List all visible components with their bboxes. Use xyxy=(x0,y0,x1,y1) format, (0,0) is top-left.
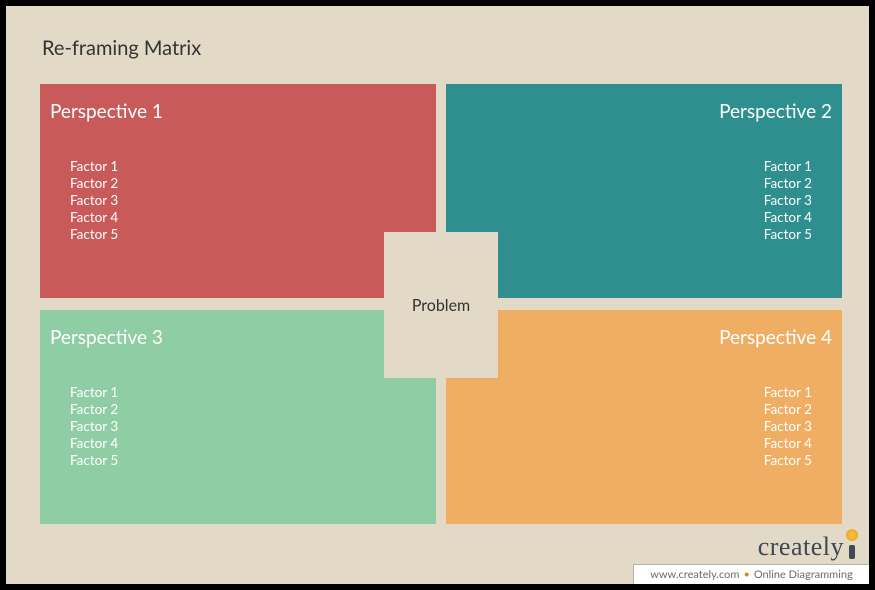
center-problem-box: Problem xyxy=(384,232,498,378)
quadrant-title: Perspective 4 xyxy=(719,326,832,349)
factor-item: Factor 3 xyxy=(70,418,118,435)
diagram-title: Re-framing Matrix xyxy=(42,36,201,60)
quadrant-top-left: Perspective 1 Factor 1 Factor 2 Factor 3… xyxy=(40,84,436,298)
logo-text: creately xyxy=(758,532,844,562)
factor-item: Factor 3 xyxy=(764,418,812,435)
quadrant-bottom-right: Perspective 4 Factor 1 Factor 2 Factor 3… xyxy=(446,310,842,524)
factor-item: Factor 5 xyxy=(764,452,812,469)
factor-item: Factor 3 xyxy=(764,192,812,209)
creately-logo: creately xyxy=(758,532,859,562)
factor-list: Factor 1 Factor 2 Factor 3 Factor 4 Fact… xyxy=(70,384,118,469)
factor-item: Factor 1 xyxy=(70,384,118,401)
factor-item: Factor 1 xyxy=(70,158,118,175)
diagram-canvas: Re-framing Matrix Perspective 1 Factor 1… xyxy=(6,6,869,584)
factor-item: Factor 3 xyxy=(70,192,118,209)
quadrant-title: Perspective 3 xyxy=(50,326,163,349)
factor-item: Factor 1 xyxy=(764,158,812,175)
footer-bar: www.creately.com • Online Diagramming xyxy=(633,564,869,584)
footer-separator-icon: • xyxy=(743,568,749,581)
quadrant-title: Perspective 2 xyxy=(719,100,832,123)
lightbulb-icon xyxy=(845,533,859,559)
factor-item: Factor 2 xyxy=(764,401,812,418)
factor-list: Factor 1 Factor 2 Factor 3 Factor 4 Fact… xyxy=(764,384,812,469)
factor-item: Factor 5 xyxy=(70,226,118,243)
factor-list: Factor 1 Factor 2 Factor 3 Factor 4 Fact… xyxy=(70,158,118,243)
factor-item: Factor 2 xyxy=(70,175,118,192)
quadrant-top-right: Perspective 2 Factor 1 Factor 2 Factor 3… xyxy=(446,84,842,298)
footer-url: www.creately.com xyxy=(650,568,739,581)
factor-item: Factor 1 xyxy=(764,384,812,401)
factor-item: Factor 4 xyxy=(764,435,812,452)
quadrant-bottom-left: Perspective 3 Factor 1 Factor 2 Factor 3… xyxy=(40,310,436,524)
factor-item: Factor 2 xyxy=(70,401,118,418)
factor-item: Factor 2 xyxy=(764,175,812,192)
factor-item: Factor 4 xyxy=(70,209,118,226)
factor-list: Factor 1 Factor 2 Factor 3 Factor 4 Fact… xyxy=(764,158,812,243)
footer-tagline: Online Diagramming xyxy=(754,568,853,581)
factor-item: Factor 4 xyxy=(70,435,118,452)
factor-item: Factor 5 xyxy=(764,226,812,243)
center-problem-label: Problem xyxy=(412,296,470,315)
quadrant-title: Perspective 1 xyxy=(50,100,163,123)
factor-item: Factor 4 xyxy=(764,209,812,226)
factor-item: Factor 5 xyxy=(70,452,118,469)
